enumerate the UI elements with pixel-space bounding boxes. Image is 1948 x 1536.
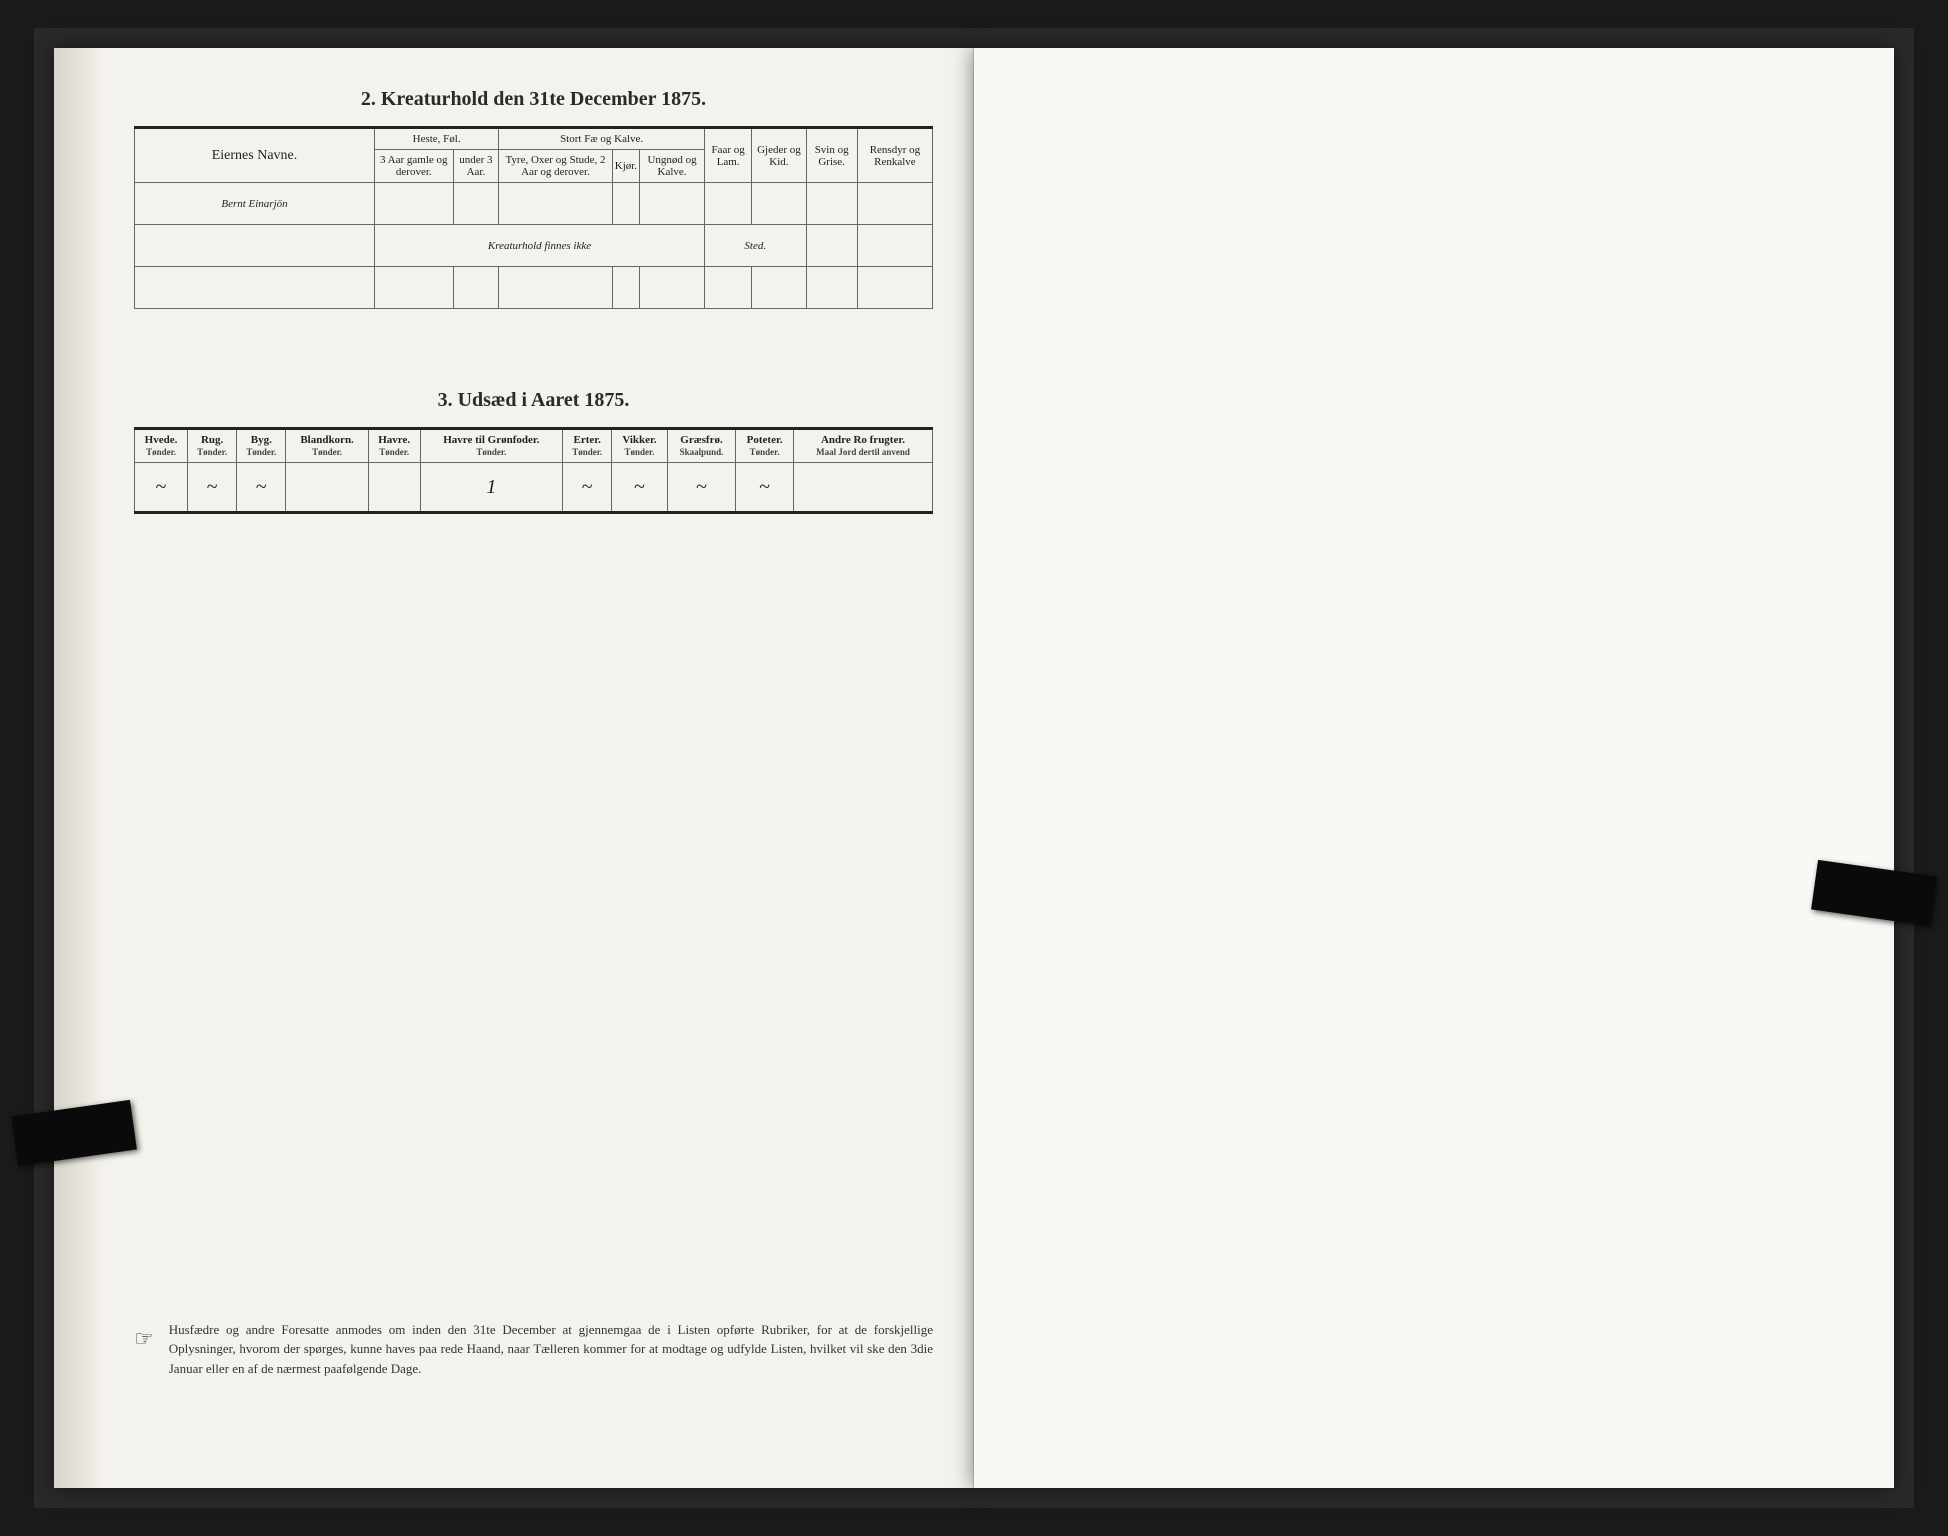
page-clip-right [1811, 860, 1937, 926]
table-row: Kreaturhold finnes ikke Sted. [135, 225, 933, 267]
cell: ~ [237, 463, 286, 513]
handwritten-note: Sted. [705, 225, 806, 267]
binding-edge [54, 48, 104, 1488]
cell: ~ [188, 463, 237, 513]
udsaed-header-row: Hvede.Tønder. Rug.Tønder. Byg.Tønder. Bl… [135, 429, 933, 463]
col-hvede: Hvede.Tønder. [135, 429, 188, 463]
kreaturhold-table: Eiernes Navne. Heste, Føl. Stort Fæ og K… [134, 126, 933, 309]
col-faar: Faar og Lam. [705, 128, 752, 183]
cell: ~ [736, 463, 794, 513]
cell: 1 [420, 463, 563, 513]
col-heste-a: 3 Aar gamle og derover. [375, 150, 454, 183]
col-rug: Rug.Tønder. [188, 429, 237, 463]
right-page [974, 48, 1894, 1488]
col-stort-b: Kjør. [612, 150, 639, 183]
col-havre-gron: Havre til Grønfoder.Tønder. [420, 429, 563, 463]
col-stort-c: Ungnød og Kalve. [640, 150, 705, 183]
col-gjeder: Gjeder og Kid. [752, 128, 806, 183]
pointing-hand-icon: ☞ [134, 1320, 154, 1379]
table-row: Bernt Einarjön [135, 183, 933, 225]
col-byg: Byg.Tønder. [237, 429, 286, 463]
col-vikker: Vikker.Tønder. [612, 429, 667, 463]
cell: ~ [135, 463, 188, 513]
page-clip-left [11, 1100, 137, 1166]
left-page: 2. Kreaturhold den 31te December 1875. E… [54, 48, 974, 1488]
col-andre: Andre Ro frugter.Maal Jord dertil anvend [793, 429, 932, 463]
col-heste-b: under 3 Aar. [453, 150, 499, 183]
section2-title: 2. Kreaturhold den 31te December 1875. [134, 88, 933, 111]
footnote: ☞ Husfædre og andre Foresatte anmodes om… [134, 1320, 933, 1379]
owner-name [135, 225, 375, 267]
cell [286, 463, 368, 513]
book-spread: 2. Kreaturhold den 31te December 1875. E… [34, 28, 1914, 1508]
owner-name: Bernt Einarjön [135, 183, 375, 225]
col-erter: Erter.Tønder. [563, 429, 612, 463]
col-svin: Svin og Grise. [806, 128, 857, 183]
col-stort-group: Stort Fæ og Kalve. [499, 128, 705, 150]
cell: ~ [667, 463, 736, 513]
table-row [135, 267, 933, 309]
section3-title: 3. Udsæd i Aaret 1875. [134, 389, 933, 412]
col-rensdyr: Rensdyr og Renkalve [857, 128, 932, 183]
col-heste-group: Heste, Føl. [375, 128, 499, 150]
udsaed-data-row: ~ ~ ~ 1 ~ ~ ~ ~ [135, 463, 933, 513]
col-blandkorn: Blandkorn.Tønder. [286, 429, 368, 463]
udsaed-table: Hvede.Tønder. Rug.Tønder. Byg.Tønder. Bl… [134, 427, 933, 514]
owner-name [135, 267, 375, 309]
cell [368, 463, 420, 513]
cell: ~ [563, 463, 612, 513]
cell [793, 463, 932, 513]
handwritten-note: Kreaturhold finnes ikke [375, 225, 705, 267]
col-names: Eiernes Navne. [135, 128, 375, 183]
col-stort-a: Tyre, Oxer og Stude, 2 Aar og derover. [499, 150, 613, 183]
col-poteter: Poteter.Tønder. [736, 429, 794, 463]
col-havre: Havre.Tønder. [368, 429, 420, 463]
cell: ~ [612, 463, 667, 513]
col-graesfro: Græsfrø.Skaalpund. [667, 429, 736, 463]
footnote-text: Husfædre og andre Foresatte anmodes om i… [169, 1320, 933, 1379]
